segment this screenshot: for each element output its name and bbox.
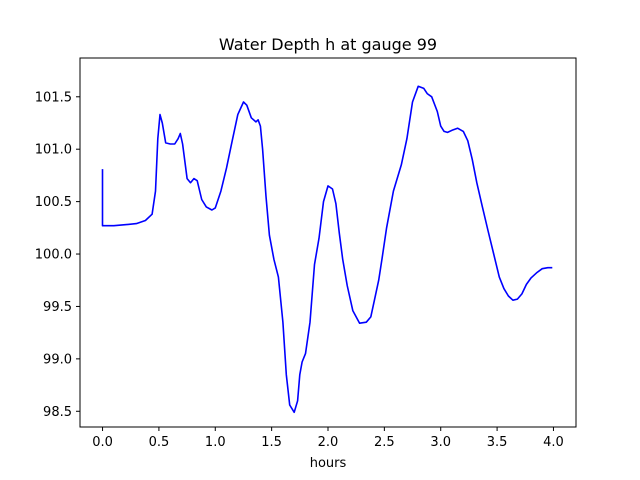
data-series-line	[101, 85, 553, 414]
y-tick-label: 98.5	[43, 405, 72, 420]
y-tick-label: 99.0	[43, 352, 72, 367]
y-tick-label: 100.0	[35, 248, 72, 263]
y-tick-label: 99.5	[43, 300, 72, 315]
x-tick-label: 0.0	[92, 435, 113, 450]
y-axis: 98.5 99.0 99.5 100.0 100.5 101.0 101.5	[35, 90, 80, 420]
y-tick-label: 101.0	[35, 143, 72, 158]
x-tick-label: 0.5	[149, 435, 170, 450]
x-axis: 0.0 0.5 1.0 1.5 2.0 2.5 3.0 3.5 4.0	[92, 427, 564, 450]
x-tick-label: 3.0	[430, 435, 451, 450]
x-tick-label: 4.0	[543, 435, 564, 450]
x-axis-label: hours	[310, 456, 347, 471]
y-tick-label: 100.5	[35, 195, 72, 210]
y-tick-label: 101.5	[35, 90, 72, 105]
x-tick-label: 3.5	[487, 435, 508, 450]
x-tick-label: 1.5	[261, 435, 282, 450]
x-tick-label: 2.0	[318, 435, 339, 450]
plot-area	[101, 85, 553, 414]
x-tick-label: 2.5	[374, 435, 395, 450]
x-tick-label: 1.0	[205, 435, 226, 450]
chart-title: Water Depth h at gauge 99	[219, 35, 437, 54]
